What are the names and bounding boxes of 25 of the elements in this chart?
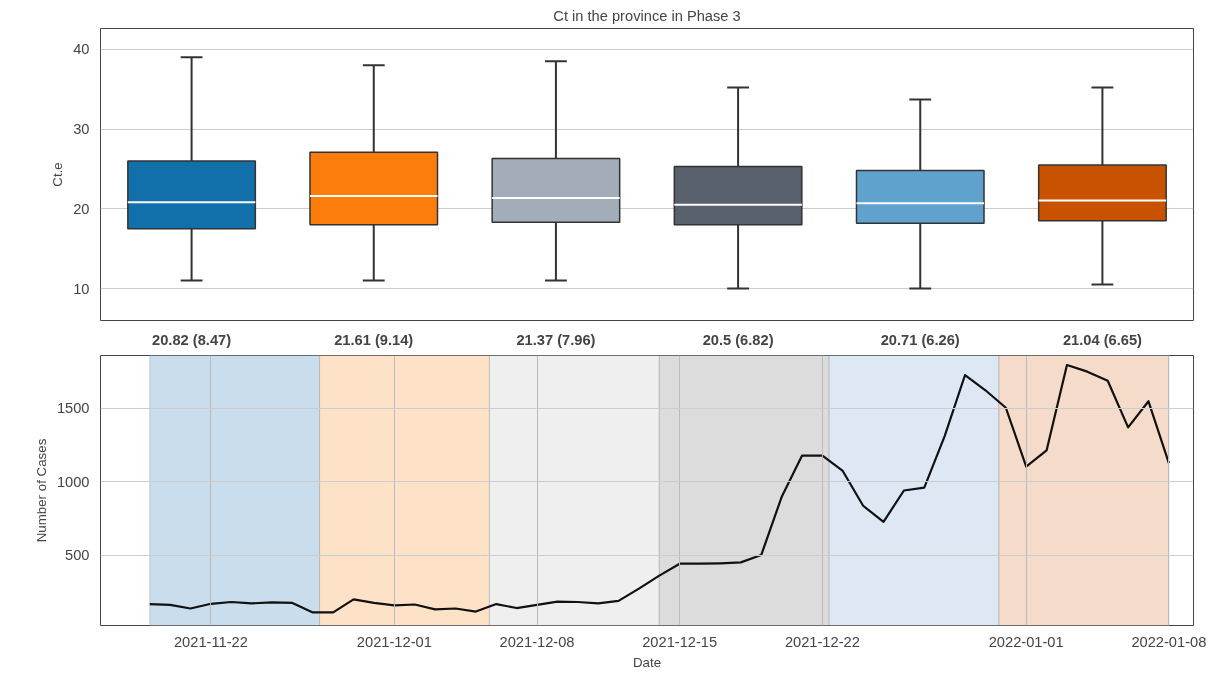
x-tick-label: 20.5 (6.82) [702, 331, 774, 348]
y-axis-title: Ct.e [50, 162, 66, 187]
line-series [148, 363, 1170, 614]
y-tick-label: 1000 [56, 473, 90, 490]
x-tick-label: 21.37 (7.96) [516, 331, 596, 348]
y-tick-label: 40 [73, 41, 90, 58]
y-tick-label: 20 [73, 200, 90, 217]
x-tick-label: 20.82 (8.47) [152, 331, 232, 348]
x-tick-label: 2021-12-01 [356, 633, 432, 650]
y-axis-title: Number of Cases [33, 438, 49, 543]
x-tick-label: 2022-01-01 [988, 633, 1064, 650]
x-tick-label: 21.04 (6.65) [1062, 331, 1143, 348]
x-axis-title: Date [632, 654, 662, 670]
x-tick-label: 2021-12-08 [499, 633, 575, 650]
chart-title: Ct in the province in Phase 3 [553, 7, 741, 24]
x-tick-label: 20.71 (6.26) [880, 331, 960, 348]
x-tick-label: 2021-12-22 [784, 633, 860, 650]
x-tick-label: 21.61 (9.14) [334, 331, 414, 348]
y-tick-label: 500 [65, 547, 90, 564]
y-tick-label: 1500 [56, 400, 90, 417]
y-tick-label: 10 [73, 280, 90, 297]
x-tick-label: 2021-12-15 [642, 633, 718, 650]
x-tick-label: 2022-01-08 [1131, 633, 1207, 650]
y-tick-label: 30 [73, 121, 90, 138]
x-tick-label: 2021-11-22 [173, 633, 248, 650]
